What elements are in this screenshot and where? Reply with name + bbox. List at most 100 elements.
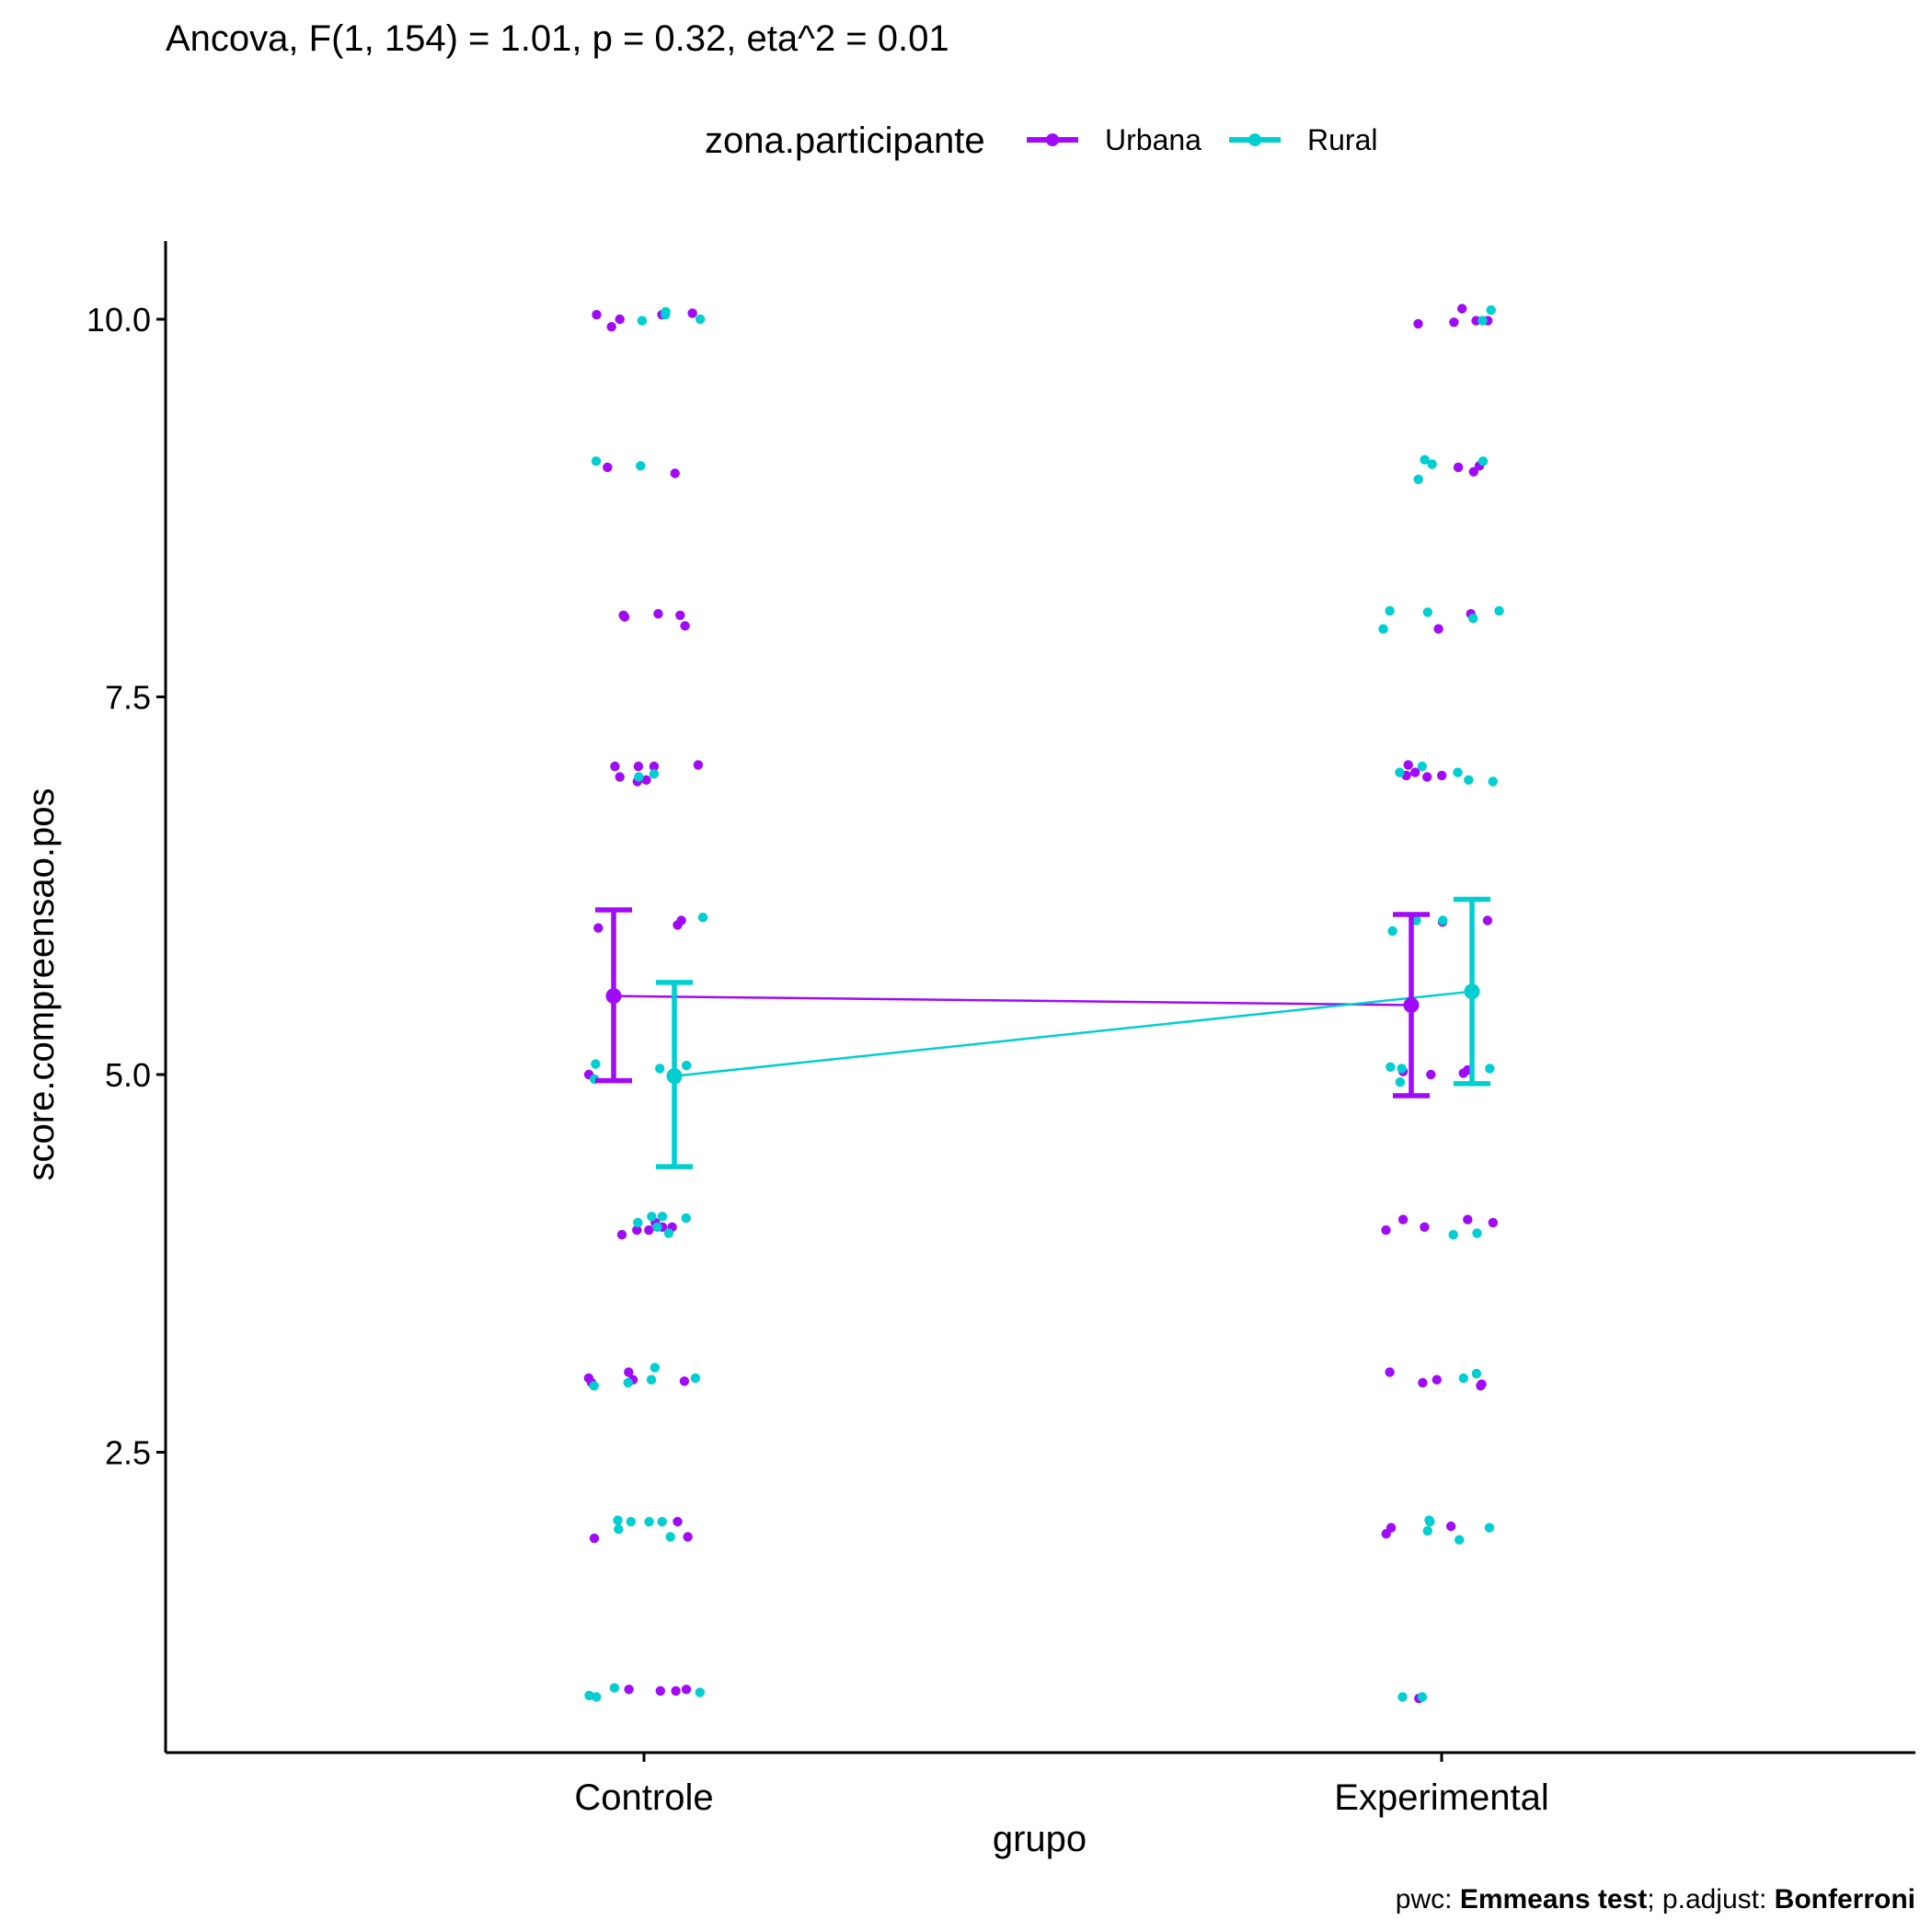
legend-item-urbana: Urbana: [1027, 123, 1202, 156]
data-point-rural: [647, 1212, 657, 1222]
data-point-rural: [1387, 926, 1397, 937]
data-point-urbana: [1468, 466, 1479, 477]
data-point-rural: [591, 456, 602, 466]
data-point-rural: [1378, 624, 1388, 634]
data-point-urbana: [1413, 318, 1423, 329]
data-point-urbana: [615, 772, 625, 782]
mean-lines: [613, 990, 1473, 1077]
chart-subtitle: Ancova, F(1, 154) = 1.01, p = 0.32, eta^…: [166, 18, 949, 59]
data-point-rural: [1486, 305, 1496, 316]
data-point-urbana: [670, 468, 680, 478]
data-point-rural: [609, 1683, 620, 1693]
data-point-rural: [1411, 915, 1421, 926]
data-point-urbana: [1445, 1521, 1456, 1532]
data-point-rural: [1385, 605, 1395, 616]
data-point-rural: [633, 1217, 643, 1228]
y-tick-label: 2.5: [105, 1434, 151, 1472]
x-axis-title: grupo: [993, 1819, 1087, 1859]
x-tick-label: Controle: [574, 1777, 713, 1818]
data-point-rural: [584, 1690, 594, 1701]
data-point-rural: [613, 1515, 623, 1525]
data-point-urbana: [679, 1376, 690, 1386]
data-point-urbana: [693, 760, 704, 770]
caption-middle: ; p.adjust:: [1647, 1884, 1774, 1915]
data-point-urbana: [592, 309, 602, 320]
data-point-rural: [1478, 456, 1489, 466]
data-point-rural: [663, 1228, 674, 1238]
data-point-rural: [1422, 607, 1433, 617]
legend-label: Urbana: [1105, 123, 1202, 156]
mean-line-rural: [673, 990, 1473, 1077]
y-axis-title: score.compreensao.pos: [21, 788, 62, 1181]
data-point-rural: [1420, 454, 1430, 465]
data-point-urbana: [649, 761, 660, 772]
data-point-rural: [1395, 767, 1405, 777]
data-point-urbana: [1426, 1069, 1436, 1080]
data-points: [583, 304, 1504, 1704]
data-point-rural: [1464, 775, 1474, 785]
caption-adjust: Bonferroni: [1775, 1884, 1915, 1915]
data-point-urbana: [1418, 1377, 1428, 1388]
data-point-urbana: [1381, 1225, 1391, 1236]
data-point-urbana: [606, 322, 616, 332]
x-tick-labels: Controle Experimental: [574, 1777, 1548, 1818]
data-point-rural: [682, 1060, 692, 1071]
data-point-rural: [1453, 767, 1463, 777]
data-point-rural: [1484, 1523, 1495, 1533]
data-point-rural: [1488, 776, 1498, 787]
error-bar-rural: [1454, 896, 1490, 1087]
data-point-urbana: [1420, 1222, 1430, 1233]
y-tick-label: 10.0: [86, 301, 151, 339]
mean-point-rural: [1464, 983, 1480, 1000]
data-point-rural: [636, 461, 646, 471]
data-point-urbana: [1422, 772, 1432, 782]
legend-item-rural: Rural: [1229, 123, 1377, 156]
data-point-rural: [1413, 474, 1423, 485]
data-point-rural: [1458, 1373, 1469, 1384]
data-point-rural: [589, 1381, 599, 1391]
data-point-rural: [697, 913, 708, 923]
data-point-rural: [1455, 1535, 1465, 1545]
data-point-urbana: [633, 761, 644, 772]
error-bars: [595, 896, 1490, 1169]
data-point-rural: [1494, 605, 1504, 616]
data-point-rural: [665, 1532, 675, 1542]
data-point-urbana: [1385, 1367, 1395, 1377]
data-point-rural: [644, 1516, 654, 1527]
mean-line-urbana: [613, 995, 1412, 1006]
caption: pwc: Emmeans test; p.adjust: Bonferroni: [1396, 1884, 1915, 1915]
data-point-urbana: [683, 1532, 693, 1542]
data-point-rural: [1427, 459, 1437, 469]
data-point-rural: [690, 1373, 701, 1384]
data-point-rural: [1471, 1368, 1482, 1379]
data-point-urbana: [624, 1367, 634, 1377]
data-point-urbana: [1477, 1379, 1487, 1389]
data-point-rural: [634, 772, 644, 782]
y-tick-label: 7.5: [105, 679, 151, 717]
data-point-urbana: [687, 308, 697, 318]
caption-method: Emmeans test: [1460, 1884, 1647, 1915]
data-point-urbana: [616, 1229, 627, 1240]
data-point-urbana: [1482, 915, 1493, 926]
axes: [156, 241, 1915, 1762]
mean-point-urbana: [605, 988, 622, 1005]
mean-point-rural: [666, 1068, 683, 1085]
data-point-rural: [592, 1692, 602, 1702]
data-point-urbana: [1397, 1214, 1409, 1225]
error-bar-rural: [656, 980, 693, 1169]
data-point-urbana: [653, 609, 663, 619]
legend-label: Rural: [1307, 123, 1377, 156]
data-point-urbana: [593, 923, 604, 933]
data-point-urbana: [680, 621, 690, 631]
data-point-rural: [1417, 761, 1428, 772]
data-point-urbana: [1403, 760, 1413, 770]
data-point-urbana: [1457, 304, 1467, 314]
legend: zona.participante Urbana Rural: [705, 121, 1377, 161]
data-point-urbana: [1463, 1214, 1473, 1225]
data-point-rural: [626, 1516, 636, 1527]
data-point-rural: [650, 1363, 660, 1373]
data-point-rural: [1468, 613, 1478, 624]
data-point-urbana: [673, 1516, 683, 1527]
data-point-rural: [1485, 1064, 1495, 1074]
